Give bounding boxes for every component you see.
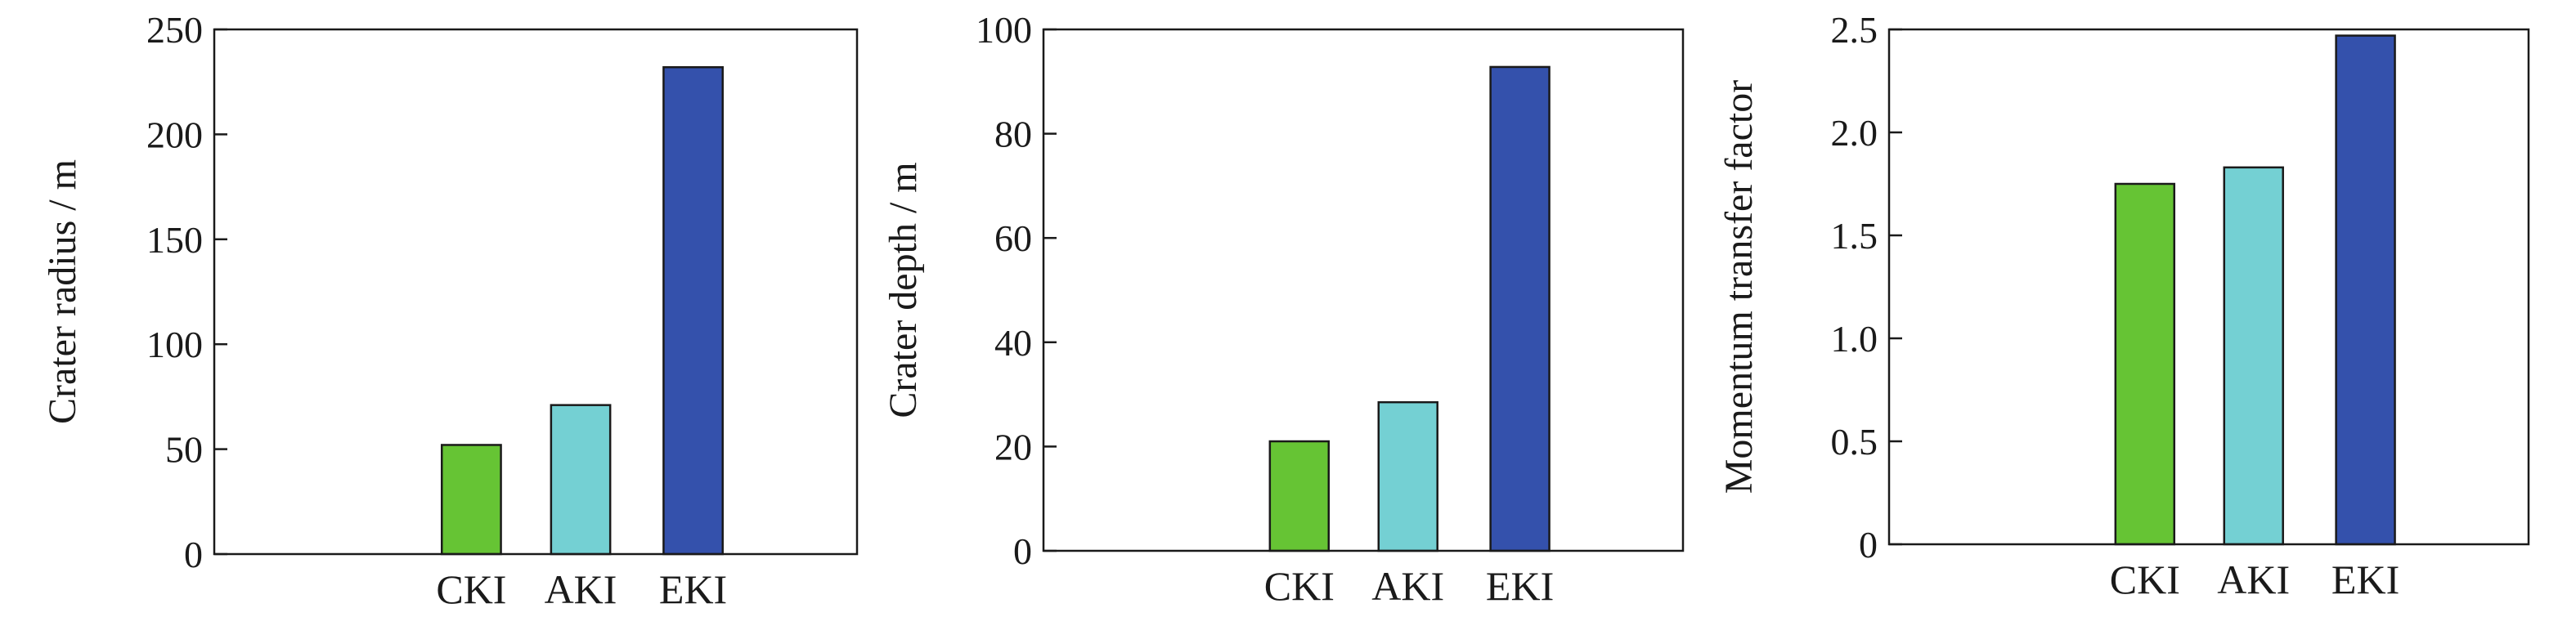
crater-depth-category-label: EKI bbox=[1486, 563, 1554, 609]
crater-radius-y-tick-label: 150 bbox=[146, 219, 203, 261]
crater-radius-category-label: EKI bbox=[659, 566, 727, 612]
crater-depth-bar-eki bbox=[1489, 65, 1551, 552]
crater-depth-plot-frame bbox=[1042, 28, 1685, 552]
momentum-transfer-y-tick-label: 1.5 bbox=[1831, 215, 1878, 257]
crater-depth-y-tick-label: 80 bbox=[994, 114, 1032, 155]
crater-radius-y-tick-label: 100 bbox=[146, 324, 203, 365]
crater-depth-y-axis-title: Crater depth / m bbox=[882, 162, 925, 418]
crater-radius-bar-eki bbox=[662, 65, 724, 556]
crater-radius-category-label: AKI bbox=[545, 566, 617, 612]
crater-radius-bar-cki bbox=[440, 444, 502, 556]
crater-depth-category-label: CKI bbox=[1264, 563, 1335, 609]
momentum-transfer-category-label: AKI bbox=[2217, 557, 2290, 602]
crater-radius-y-tick-label: 250 bbox=[146, 9, 203, 51]
crater-radius-panel: 0 50 100 150 200 250 CKI AKI EKI Crater radius / … bbox=[41, 9, 859, 612]
crater-radius-category-label: CKI bbox=[436, 566, 506, 612]
crater-depth-y-tick-label: 20 bbox=[994, 426, 1032, 467]
crater-radius-y-tick-label: 0 bbox=[184, 534, 203, 575]
crater-depth-y-tick-label: 60 bbox=[994, 217, 1032, 259]
crater-depth-y-tick-label: 100 bbox=[976, 9, 1032, 51]
momentum-transfer-y-tick-label: 0 bbox=[1859, 524, 1878, 566]
crater-depth-bar-aki bbox=[1377, 400, 1438, 552]
crater-radius-y-tick-label: 50 bbox=[165, 429, 203, 471]
crater-depth-category-label: AKI bbox=[1371, 563, 1444, 609]
crater-radius-y-axis-title: Crater radius / m bbox=[41, 159, 84, 424]
crater-radius-y-tick-label: 200 bbox=[146, 114, 203, 155]
crater-depth-panel: 0 20 40 60 80 100 CKI AKI EKI Crater depth / m bbox=[882, 9, 1685, 609]
crater-depth-y-tick-label: 40 bbox=[994, 322, 1032, 364]
momentum-transfer-y-tick-label: 0.5 bbox=[1831, 421, 1878, 463]
momentum-transfer-bar-eki bbox=[2335, 34, 2396, 546]
momentum-transfer-plot-frame bbox=[1887, 28, 2530, 546]
crater-radius-plot-frame bbox=[213, 28, 859, 556]
momentum-transfer-category-label: EKI bbox=[2331, 557, 2399, 602]
crater-radius-bar-aki bbox=[550, 404, 612, 556]
crater-depth-y-tick-label: 0 bbox=[1013, 530, 1032, 572]
momentum-transfer-y-tick-label: 1.0 bbox=[1831, 318, 1878, 360]
momentum-transfer-y-tick-label: 2.5 bbox=[1831, 9, 1878, 51]
momentum-transfer-category-label: CKI bbox=[2110, 557, 2180, 602]
momentum-transfer-bar-cki bbox=[2114, 182, 2176, 546]
momentum-transfer-bar-aki bbox=[2223, 166, 2284, 546]
momentum-transfer-panel: 0 0.5 1.0 1.5 2.0 2.5 CKI AKI EKI Momentum transf… bbox=[1717, 9, 2530, 602]
momentum-transfer-y-axis-title: Momentum transfer factor bbox=[1717, 80, 1761, 494]
crater-depth-bar-cki bbox=[1268, 440, 1331, 552]
momentum-transfer-y-tick-label: 2.0 bbox=[1831, 112, 1878, 154]
